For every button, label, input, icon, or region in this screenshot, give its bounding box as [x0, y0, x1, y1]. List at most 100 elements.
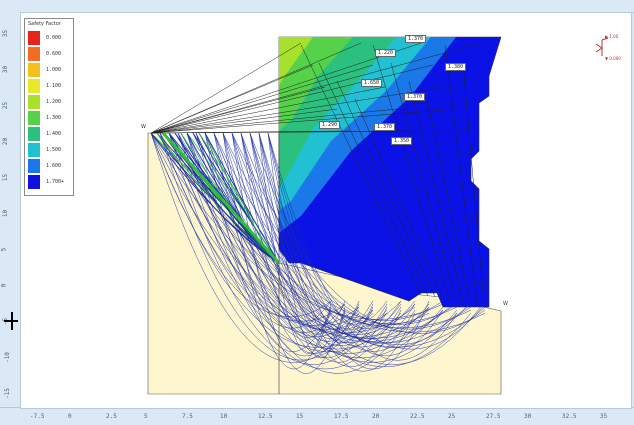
contour-label: 1.220 — [375, 49, 397, 57]
legend-value: 1.300 — [46, 115, 62, 121]
legend-row: 0.600 — [28, 47, 70, 61]
slip-surface — [177, 132, 402, 370]
left-ruler-tick: -10 — [3, 352, 11, 363]
radius-line — [426, 98, 471, 303]
contour-label: 1.650 — [361, 79, 383, 87]
radius-line — [444, 44, 478, 304]
bottom-ruler-tick: 5 — [144, 413, 148, 420]
slip-surface — [231, 132, 346, 374]
legend-value: 0.000 — [46, 35, 62, 41]
legend-row: 1.100 — [28, 79, 70, 93]
legend-swatch — [28, 47, 40, 61]
radius-line — [150, 130, 470, 134]
radius-line — [150, 64, 374, 134]
slip-surface — [177, 132, 458, 339]
slip-surface — [258, 132, 388, 325]
cursor-marker-bar — [4, 320, 18, 322]
slip-surface — [258, 132, 416, 372]
corner-label-right: W — [503, 301, 508, 307]
bottom-ruler-tick: 12.5 — [258, 413, 273, 420]
bottom-ruler-tick: 10 — [220, 413, 228, 420]
slope-face — [161, 132, 281, 264]
radius-line — [150, 42, 362, 134]
slip-surface — [249, 132, 346, 335]
critical-slip-surface — [204, 132, 280, 264]
legend-swatch — [28, 63, 40, 77]
slip-surface — [159, 132, 430, 338]
slip-surface — [240, 132, 416, 348]
slip-surface — [186, 132, 444, 359]
radius-line — [150, 86, 446, 134]
slope-model-svg — [147, 36, 502, 395]
slip-surface — [150, 132, 388, 348]
radius-line — [150, 108, 338, 134]
arrow-icon[interactable] — [594, 34, 622, 62]
legend-swatch — [28, 159, 40, 173]
legend-row: 1.300 — [28, 111, 70, 125]
left-ruler-tick: 15 — [2, 173, 10, 182]
slip-surface — [204, 132, 472, 367]
mini-top-label: ▶ 1.00 — [605, 34, 619, 39]
bottom-ruler-tick: 25 — [448, 413, 456, 420]
bottom-ruler-tick: -7.5 — [30, 413, 45, 420]
slip-surface — [213, 132, 486, 365]
legend-swatch — [28, 127, 40, 141]
legend-row: 1.700+ — [28, 175, 70, 189]
legend-row: 0.000 — [28, 31, 70, 45]
legend-row: 1.600 — [28, 159, 70, 173]
slip-surface — [231, 132, 458, 348]
bottom-ruler-tick: 15 — [296, 413, 304, 420]
slip-surface — [195, 132, 458, 363]
slip-surface — [267, 132, 430, 370]
slip-surface — [258, 132, 360, 339]
bottom-ruler-tick: 0 — [68, 413, 72, 420]
slip-surface — [195, 132, 346, 333]
bottom-ruler-tick: 30 — [524, 413, 532, 420]
slip-surface — [168, 132, 388, 365]
left-ruler-tick: 25 — [2, 101, 10, 110]
bottom-ruler-tick: 7.5 — [182, 413, 193, 420]
radius-line — [462, 62, 485, 305]
bottom-ruler-tick: 17.5 — [334, 413, 349, 420]
slip-surface — [150, 132, 416, 334]
legend-row: 1.400 — [28, 127, 70, 141]
slip-surface — [240, 132, 472, 345]
legend-value: 1.600 — [46, 163, 62, 169]
grid-contour-band — [279, 37, 353, 131]
radius-line — [150, 42, 482, 134]
contour-label: 1.370 — [405, 35, 427, 43]
legend-row: 1.500 — [28, 143, 70, 157]
slip-surface — [195, 132, 486, 348]
slip-surface — [249, 132, 486, 350]
bottom-ruler-tick: 20 — [372, 413, 380, 420]
legend-swatch — [28, 175, 40, 189]
slip-surface — [168, 132, 444, 342]
model-canvas[interactable]: 1.370 1.220 1.650 1.370 1.380 1.290 1.370 1.350 — [20, 12, 632, 409]
slip-surface — [186, 132, 332, 329]
bottom-ruler: -7.5 0 2.5 5 7.5 10 12.5 15 17.5 20 22.5 25 27.5 30 32… — [0, 407, 634, 425]
slip-surface — [267, 132, 458, 361]
slip-surface — [222, 132, 360, 354]
radius-line — [336, 80, 436, 298]
contour-label: 1.370 — [404, 93, 426, 101]
radius-line — [300, 44, 422, 296]
slip-surface — [231, 132, 486, 334]
radius-line — [150, 42, 302, 134]
contour-label: 1.350 — [391, 137, 413, 145]
bottom-ruler-tick: 32.5 — [562, 413, 577, 420]
slip-surface — [249, 132, 430, 352]
grid-contour-band — [279, 37, 313, 85]
legend-value: 1.100 — [46, 83, 62, 89]
left-ruler-tick: 20 — [2, 137, 10, 146]
radius-line — [318, 62, 429, 297]
slip-surface — [159, 132, 458, 324]
legend-value: 1.200 — [46, 99, 62, 105]
slip-surface — [249, 132, 402, 368]
radius-line — [354, 98, 443, 299]
slip-surface — [186, 132, 416, 374]
radius-line — [150, 86, 386, 134]
left-ruler-tick: 0 — [0, 283, 8, 288]
radius-line — [150, 108, 398, 134]
